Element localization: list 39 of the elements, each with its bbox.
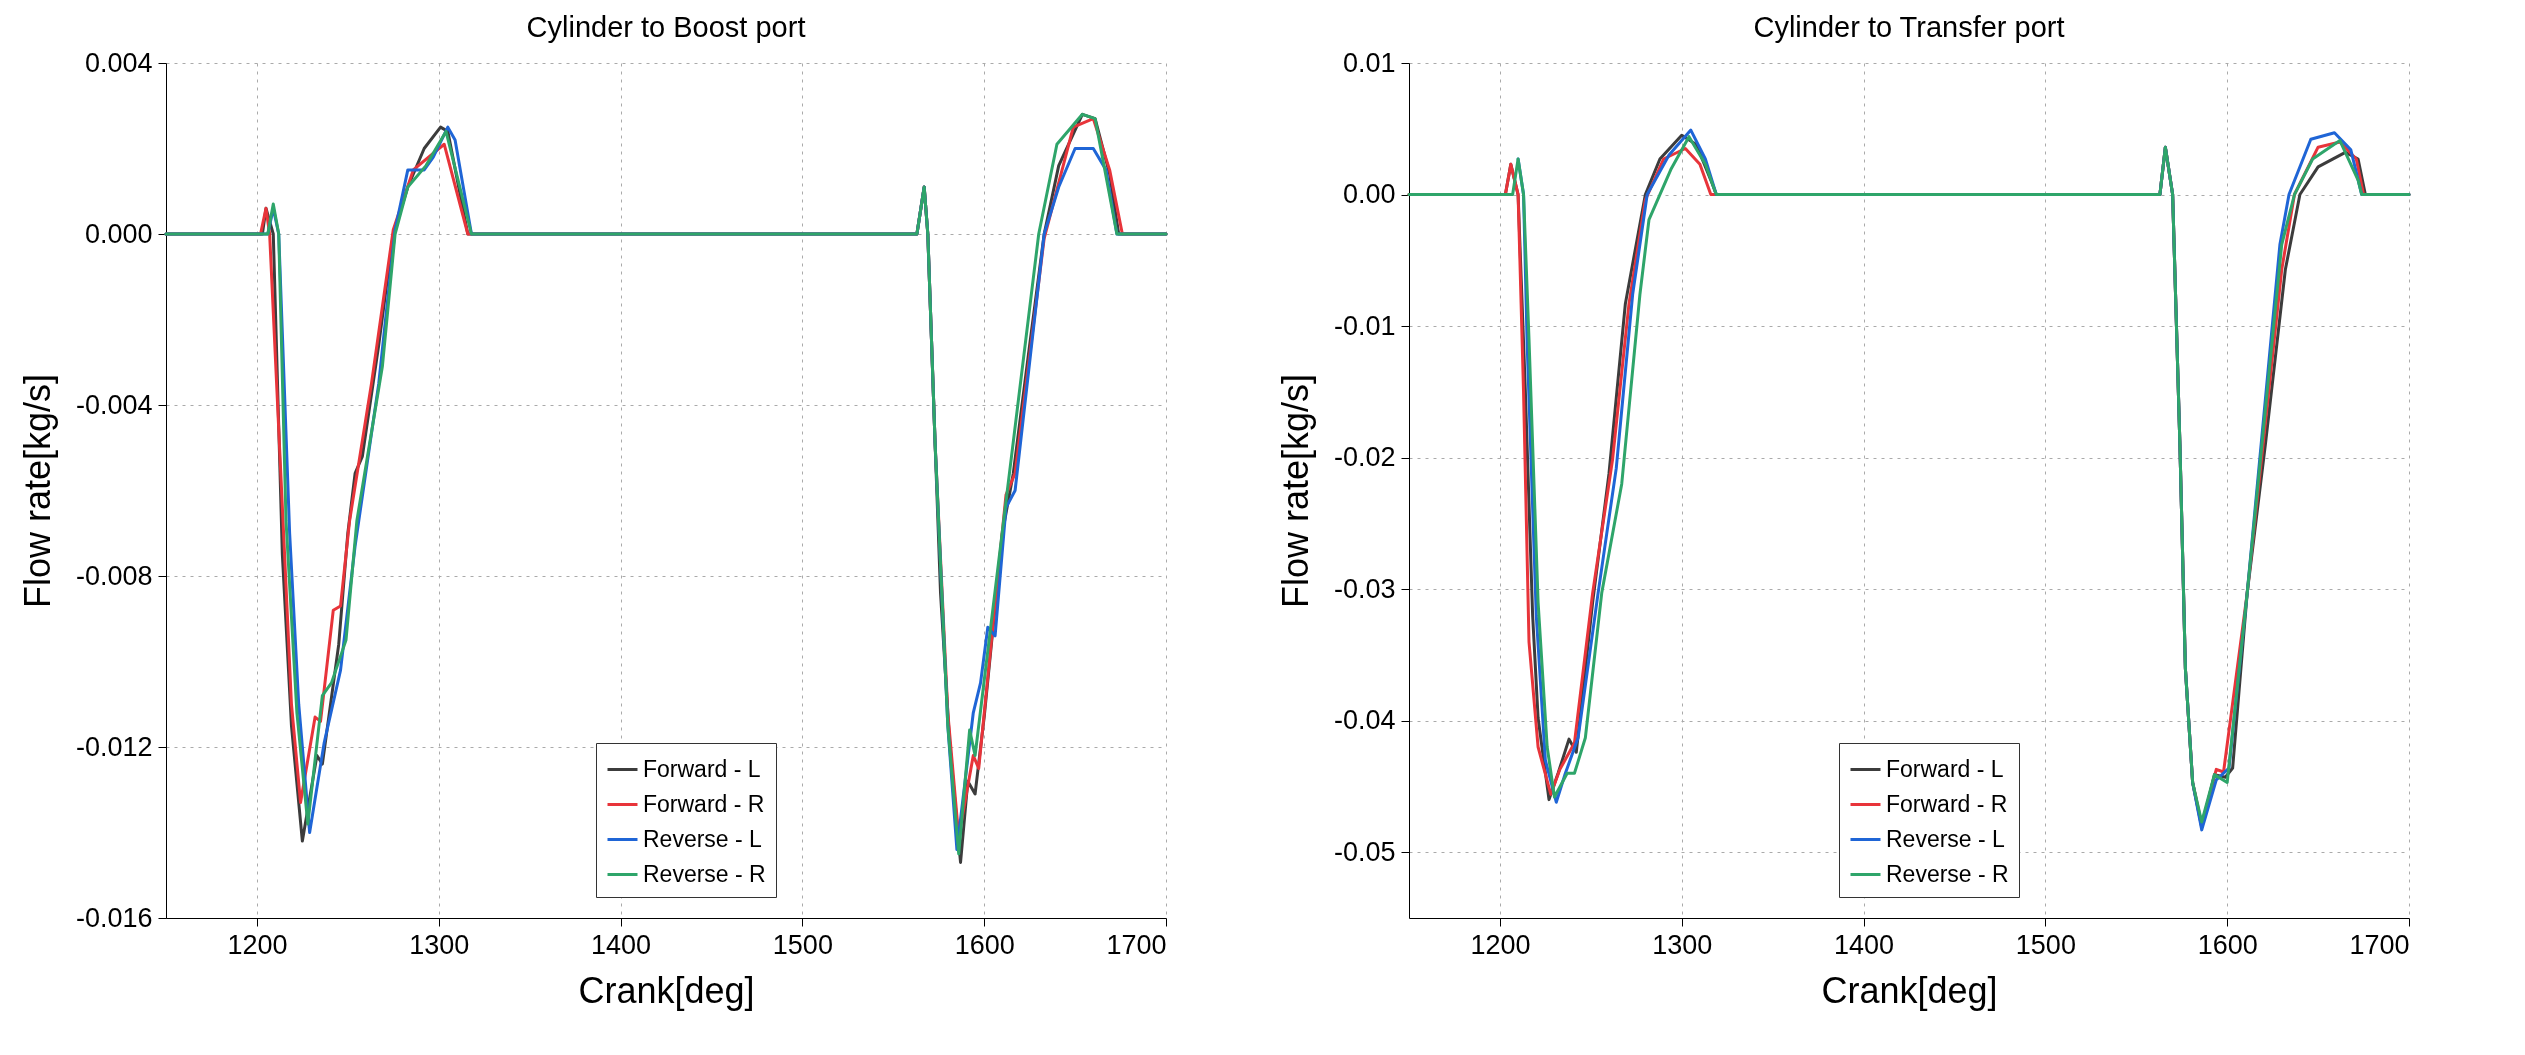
y-tick-label: -0.012 (75, 731, 153, 762)
legend-label: Reverse - L (643, 825, 763, 852)
x-tick-label: 1600 (954, 929, 1015, 960)
x-tick-label: 1400 (1834, 929, 1895, 960)
x-tick-label: 1500 (772, 929, 833, 960)
legend-label: Forward - L (1886, 755, 2004, 782)
y-tick-label: -0.03 (1333, 573, 1396, 604)
legend-label: Forward - R (1886, 790, 2008, 817)
y-tick-label: -0.04 (1333, 705, 1396, 736)
y-axis-title: Flow rate[kg/s] (16, 373, 58, 609)
y-tick-label: -0.016 (75, 902, 153, 933)
y-tick-label: 0.00 (1342, 179, 1396, 210)
legend-label: Reverse - R (643, 860, 766, 887)
y-tick-label: -0.01 (1333, 310, 1396, 341)
x-tick-label: 1600 (2197, 929, 2258, 960)
y-tick-label: -0.008 (75, 560, 153, 591)
y-tick-label: 0.004 (84, 47, 153, 78)
legend-label: Reverse - R (1886, 860, 2009, 887)
x-tick-label: 1500 (2015, 929, 2076, 960)
y-axis-title: Flow rate[kg/s] (1274, 373, 1316, 609)
x-tick-label: 1200 (227, 929, 288, 960)
x-axis-title: Crank[deg] (578, 969, 755, 1011)
x-axis-title: Crank[deg] (1821, 969, 1998, 1011)
legend-label: Reverse - L (1886, 825, 2006, 852)
chart-title: Cylinder to Transfer port (1753, 11, 2065, 43)
chart-title: Cylinder to Boost port (526, 11, 806, 43)
y-tick-label: -0.02 (1333, 442, 1396, 473)
legend-label: Forward - L (643, 755, 761, 782)
y-tick-label: -0.05 (1333, 836, 1396, 867)
legend-label: Forward - R (643, 790, 765, 817)
y-tick-label: -0.004 (75, 389, 153, 420)
y-tick-label: 0.000 (84, 218, 153, 249)
x-tick-label: 1200 (1470, 929, 1531, 960)
x-tick-label: 1700 (1106, 929, 1167, 960)
x-tick-label: 1300 (1652, 929, 1713, 960)
y-tick-label: 0.01 (1342, 47, 1396, 78)
x-tick-label: 1700 (2349, 929, 2410, 960)
x-tick-label: 1300 (409, 929, 470, 960)
x-tick-label: 1400 (591, 929, 652, 960)
